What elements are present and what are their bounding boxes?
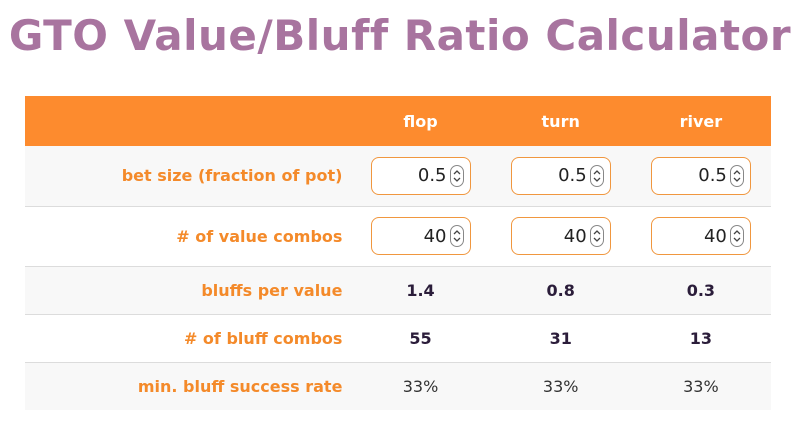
river-min-bluff-success: 33% <box>683 376 719 396</box>
turn-bluffs-per-value: 0.8 <box>490 266 631 315</box>
flop-bet-size-value: 0.5 <box>417 165 447 187</box>
flop-value-combos-input[interactable]: 40 <box>370 217 471 255</box>
bluff-combos-label: # of bluff combos <box>25 314 351 363</box>
stepper-icon[interactable] <box>729 164 744 187</box>
header-empty-cell <box>25 96 350 146</box>
flop-min-bluff-success: 33% <box>402 376 439 396</box>
stepper-icon[interactable] <box>449 225 464 247</box>
min-bluff-success-label: min. bluff success rate <box>137 376 343 396</box>
stepper-icon[interactable] <box>589 164 604 187</box>
header-flop: flop <box>403 111 438 131</box>
turn-bet-size-input[interactable]: 0.5 <box>510 156 611 195</box>
bluff-combos-row: # of bluff combos 55 31 13 <box>25 314 771 363</box>
page-title: GTO Value/Bluff Ratio Calculator <box>8 11 792 60</box>
min-bluff-success-row: min. bluff success rate 33% 33% 33% <box>25 362 771 410</box>
header-river: river <box>679 111 723 131</box>
bet-size-row: bet size (fraction of pot) 0.5 0.5 0.5 <box>25 146 771 207</box>
river-bluff-combos: 13 <box>630 314 771 363</box>
river-bet-size-input[interactable]: 0.5 <box>650 156 751 195</box>
turn-value-combos-value: 40 <box>563 225 587 247</box>
turn-value-combos-input[interactable]: 40 <box>510 217 611 255</box>
turn-bet-size-value: 0.5 <box>558 165 587 187</box>
stepper-icon[interactable] <box>589 225 604 247</box>
calculator-table: flop turn river bet size (fraction of po… <box>25 96 771 410</box>
value-combos-row: # of value combos 40 40 40 <box>25 206 771 267</box>
header-turn: turn <box>541 111 580 131</box>
flop-bet-size-input[interactable]: 0.5 <box>370 156 471 195</box>
bet-size-label: bet size (fraction of pot) <box>25 146 351 207</box>
bluffs-per-value-label: bluffs per value <box>25 266 351 315</box>
flop-bluff-combos: 55 <box>350 314 491 363</box>
flop-value-combos-value: 40 <box>423 225 447 247</box>
turn-bluff-combos: 31 <box>490 314 631 363</box>
turn-min-bluff-success: 33% <box>542 376 579 396</box>
flop-bluffs-per-value: 1.4 <box>350 266 491 315</box>
bluffs-per-value-row: bluffs per value 1.4 0.8 0.3 <box>25 266 771 315</box>
table-header-row: flop turn river <box>25 96 771 146</box>
river-value-combos-value: 40 <box>703 225 727 247</box>
value-combos-label: # of value combos <box>25 206 351 267</box>
stepper-icon[interactable] <box>729 225 744 247</box>
stepper-icon[interactable] <box>449 164 464 187</box>
river-bluffs-per-value: 0.3 <box>630 266 771 315</box>
river-value-combos-input[interactable]: 40 <box>650 217 751 255</box>
river-bet-size-value: 0.5 <box>698 165 727 187</box>
